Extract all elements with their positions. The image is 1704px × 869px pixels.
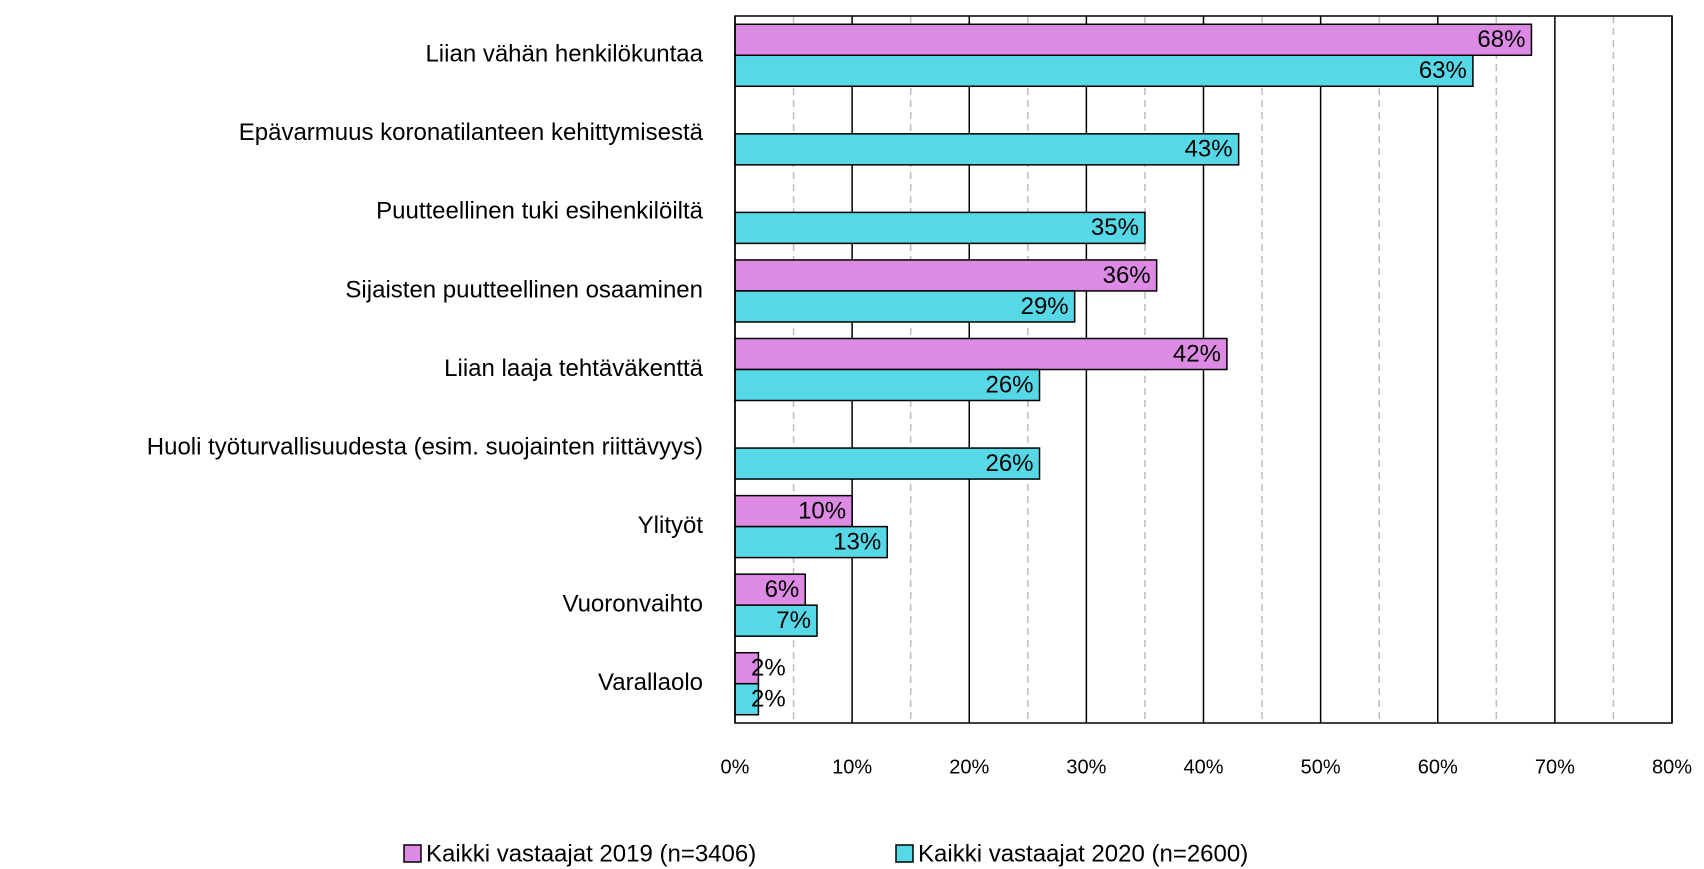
value-label: 63% [1419, 57, 1467, 84]
value-label: 26% [985, 450, 1033, 477]
value-label: 42% [1173, 340, 1221, 367]
bar [734, 23, 1533, 57]
value-label: 29% [1021, 293, 1069, 320]
category-label: Liian vähän henkilökuntaa [425, 41, 703, 68]
x-tick-label: 60% [1418, 756, 1458, 778]
value-label: 10% [798, 497, 846, 524]
bar [734, 133, 1240, 166]
x-tick-label: 10% [832, 756, 872, 778]
value-label: 35% [1091, 214, 1139, 241]
legend-label: Kaikki vastaajat 2020 (n=2600) [918, 840, 1248, 867]
category-label: Varallaolo [598, 669, 703, 696]
x-tick-label: 20% [949, 756, 989, 778]
legend-swatch [403, 844, 422, 863]
value-label: 7% [776, 607, 811, 634]
bar [734, 54, 1474, 88]
value-label: 13% [833, 528, 881, 555]
category-label: Ylityöt [638, 512, 704, 539]
value-label: 2% [751, 655, 786, 682]
bar [734, 259, 1158, 292]
x-tick-label: 0% [721, 756, 750, 778]
category-label: Epävarmuus koronatilanteen kehittymisest… [239, 119, 704, 146]
category-label: Puutteellinen tuki esihenkilöiltä [376, 198, 704, 225]
bar [734, 337, 1228, 371]
bar [734, 211, 1146, 245]
category-label: Vuoronvaihto [562, 591, 703, 618]
value-label: 36% [1103, 262, 1151, 289]
value-label: 26% [985, 371, 1033, 398]
plot-frame [734, 15, 1673, 724]
category-label: Huoli työturvallisuudesta (esim. suojain… [147, 433, 703, 460]
category-label: Sijaisten puutteellinen osaaminen [345, 276, 703, 303]
legend-swatch [895, 844, 914, 863]
category-label: Liian laaja tehtäväkenttä [444, 355, 704, 382]
x-tick-label: 70% [1535, 756, 1575, 778]
legend-label: Kaikki vastaajat 2019 (n=3406) [426, 840, 756, 867]
value-label: 6% [765, 576, 800, 603]
x-tick-label: 40% [1183, 756, 1223, 778]
x-tick-label: 80% [1652, 756, 1692, 778]
bar [734, 573, 807, 606]
value-label: 2% [751, 686, 786, 713]
bar [734, 604, 818, 637]
x-tick-label: 30% [1066, 756, 1106, 778]
value-label: 43% [1185, 136, 1233, 163]
x-tick-label: 50% [1301, 756, 1341, 778]
value-label: 68% [1477, 26, 1525, 53]
